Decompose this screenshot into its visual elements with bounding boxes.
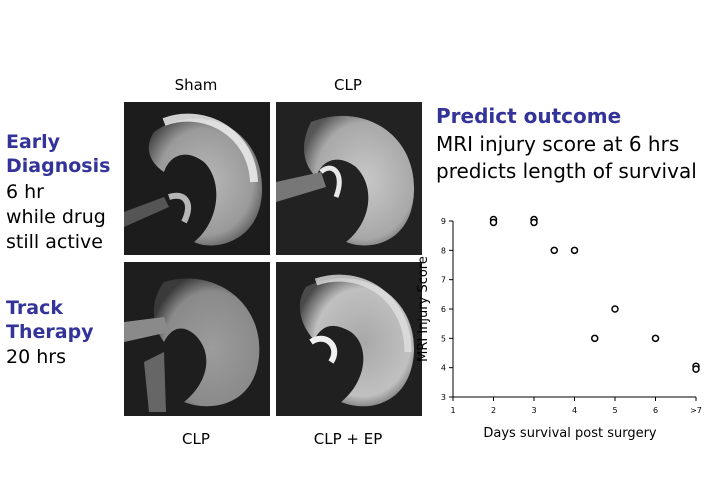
predict-line-2: predicts length of survival	[436, 159, 697, 183]
y-tick-label: 6	[441, 305, 446, 314]
data-point	[611, 305, 619, 313]
early-body-1: 6 hr	[6, 181, 44, 203]
track-body-1: 20 hrs	[6, 346, 66, 368]
x-tick-label: 4	[572, 406, 577, 415]
x-tick-label: 5	[612, 406, 617, 415]
label-sham: Sham	[174, 76, 218, 94]
y-tick-label: 7	[441, 276, 446, 285]
x-tick-label: 1	[450, 406, 455, 415]
data-point	[692, 365, 700, 373]
label-clp-ep: CLP + EP	[313, 430, 383, 448]
y-tick-label: 9	[441, 217, 446, 226]
data-point	[550, 246, 558, 255]
early-heading-1: Early	[6, 131, 61, 153]
data-point	[530, 218, 538, 227]
x-axis-label: Days survival post surgery	[483, 426, 657, 441]
data-point	[591, 334, 599, 343]
y-axis-label: MRI Injury Score	[416, 256, 431, 362]
data-point	[651, 334, 660, 343]
data-point	[489, 218, 498, 227]
early-body-2: while drug	[6, 206, 106, 228]
mri-image-sham	[124, 102, 270, 255]
mri-image-clp-bottom	[124, 262, 270, 416]
y-tick-label: 3	[441, 393, 446, 402]
track-heading-1: Track	[6, 297, 63, 319]
x-tick-label: >7	[690, 406, 702, 415]
label-clp-bottom: CLP	[182, 430, 210, 448]
early-body-3: still active	[6, 231, 103, 253]
data-point	[570, 246, 579, 255]
mri-image-clp-ep	[276, 262, 422, 416]
x-tick-label: 2	[491, 406, 496, 415]
early-heading-2: Diagnosis	[6, 155, 111, 177]
y-tick-label: 8	[441, 246, 446, 255]
label-clp-top: CLP	[334, 76, 362, 94]
x-tick-label: 6	[653, 406, 658, 415]
y-tick-label: 5	[441, 334, 446, 343]
track-heading-2: Therapy	[6, 321, 94, 343]
mri-image-clp-top	[276, 102, 422, 255]
predict-title: Predict outcome	[436, 104, 622, 128]
predict-line-1: MRI injury score at 6 hrs	[436, 132, 680, 156]
survival-scatter-chart: 1 2 3 4 5 6 >7 3 4 5 6 7 8 9 Days survival post surg…	[416, 215, 702, 441]
y-tick-label: 4	[441, 364, 446, 373]
x-tick-label: 3	[531, 406, 536, 415]
